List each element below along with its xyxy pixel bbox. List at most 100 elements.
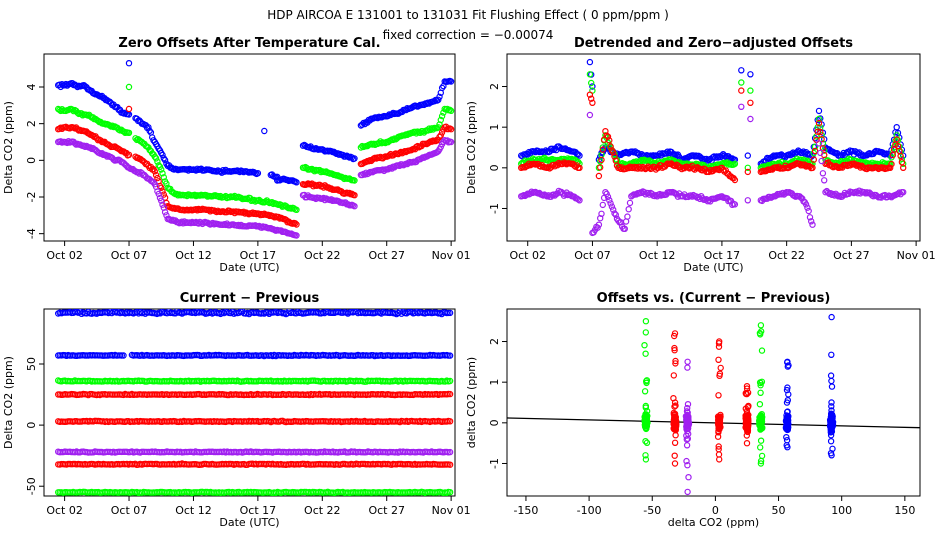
figure-title: HDP AIRCOA E 131001 to 131031 Fit Flushi…: [267, 8, 669, 22]
data-point-blue: [783, 434, 790, 441]
data-point-red: [716, 338, 723, 345]
data-point-purple: [594, 224, 601, 231]
data-point-purple: [380, 167, 388, 175]
data-point-purple: [830, 190, 837, 198]
data-point-red: [226, 207, 233, 214]
data-point-purple: [610, 206, 617, 213]
data-point-green: [757, 437, 765, 444]
y-tick-label: 2: [488, 83, 501, 90]
x-tick-label: -100: [577, 504, 602, 517]
data-point-green: [642, 402, 650, 410]
data-point-green: [597, 158, 604, 165]
data-point-blue: [729, 155, 736, 162]
data-point-blue: [664, 148, 671, 155]
data-point-green: [223, 194, 231, 202]
data-point-red: [150, 165, 157, 173]
data-point-purple: [683, 436, 691, 443]
marks: [518, 58, 907, 237]
x-tick-label: Oct 02: [509, 249, 546, 262]
x-axis-label: Date (UTC): [219, 516, 279, 529]
data-point-blue: [859, 152, 867, 160]
data-point-green: [642, 452, 649, 459]
data-point-green: [642, 456, 650, 463]
data-point-blue: [595, 156, 603, 163]
chart-zero_offsets: Zero Offsets After Temperature Cal.Oct 0…: [2, 36, 471, 274]
data-point-red: [738, 87, 745, 94]
x-tick-label: Oct 22: [304, 249, 341, 262]
data-point-red: [742, 390, 750, 397]
x-tick-label: Oct 22: [768, 249, 805, 262]
data-point-purple: [818, 157, 825, 165]
data-point-red: [152, 171, 160, 179]
data-point-red: [843, 161, 850, 168]
data-point-red: [599, 146, 607, 153]
data-point-purple: [683, 412, 691, 420]
data-point-red: [610, 149, 617, 156]
data-point-green: [757, 418, 764, 425]
data-point-green: [446, 489, 454, 496]
fit-line: [507, 417, 920, 429]
data-point-red: [365, 157, 372, 165]
y-axis-label: delta CO2 (ppm): [465, 357, 478, 448]
x-tick-label: Oct 27: [368, 249, 405, 262]
data-point-red: [900, 164, 907, 171]
data-point-red: [743, 417, 751, 424]
data-point-purple: [684, 404, 691, 412]
data-point-purple: [684, 435, 692, 442]
data-point-green: [643, 421, 650, 428]
data-point-red: [671, 439, 679, 446]
data-point-purple: [611, 210, 618, 217]
x-tick-label: Oct 12: [175, 249, 212, 262]
data-point-purple: [612, 211, 620, 218]
data-point-blue: [446, 309, 454, 317]
data-point-blue: [253, 170, 260, 178]
data-point-green: [124, 129, 131, 136]
data-point-red: [730, 174, 737, 182]
data-point-green: [156, 163, 164, 170]
data-point-green: [757, 444, 764, 451]
data-point-green: [599, 144, 607, 151]
data-point-blue: [586, 58, 594, 66]
data-point-green: [290, 205, 298, 212]
data-point-green: [292, 206, 299, 213]
x-tick-label: Oct 07: [574, 249, 611, 262]
data-point-red: [414, 142, 421, 150]
data-point-blue: [784, 384, 791, 391]
data-point-red: [716, 370, 724, 377]
data-point-red: [437, 132, 444, 139]
data-point-green: [642, 350, 649, 357]
data-point-green: [155, 162, 162, 169]
data-point-blue: [446, 352, 454, 359]
data-point-red: [743, 440, 751, 447]
data-point-blue: [738, 67, 745, 74]
data-point-purple: [684, 364, 691, 371]
data-point-red: [717, 364, 724, 372]
data-point-green: [642, 424, 649, 432]
data-point-red: [368, 157, 375, 165]
data-point-red: [97, 137, 104, 144]
chart-offsets_vs_diff: Offsets vs. (Current − Previous)-150 -100…: [465, 291, 921, 529]
data-point-blue: [783, 417, 791, 424]
y-tick-label: -1: [488, 203, 501, 214]
data-point-green: [757, 460, 765, 467]
data-point-red: [715, 392, 722, 399]
data-point-red: [607, 143, 614, 150]
data-point-purple: [738, 103, 745, 111]
data-point-purple: [446, 138, 453, 145]
data-point-purple: [805, 207, 812, 215]
data-point-red: [672, 360, 679, 367]
data-point-red: [815, 119, 823, 127]
x-tick-label: Nov 01: [432, 504, 471, 517]
data-point-blue: [782, 418, 790, 425]
data-point-purple: [159, 201, 166, 208]
data-point-blue: [747, 71, 754, 78]
data-point-red: [671, 425, 679, 432]
data-point-red: [604, 133, 612, 140]
data-point-purple: [808, 218, 815, 225]
x-tick-label: 100: [831, 504, 852, 517]
data-point-red: [446, 418, 454, 425]
data-point-green: [897, 148, 904, 156]
data-point-green: [262, 198, 269, 205]
x-tick-label: Oct 27: [833, 249, 870, 262]
data-point-purple: [898, 188, 906, 196]
